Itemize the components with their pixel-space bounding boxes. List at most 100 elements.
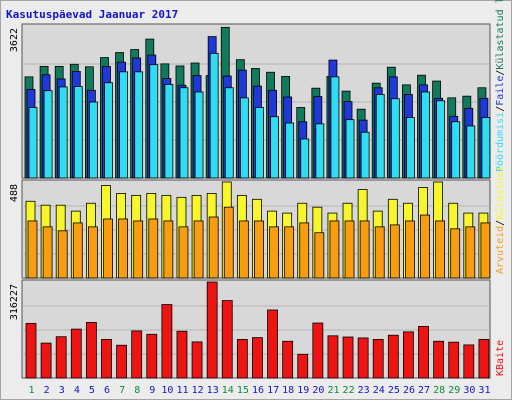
bar-hits-day-9	[149, 64, 159, 179]
bar-kbytes-day-11	[176, 330, 188, 379]
bar-hits-day-15	[239, 97, 249, 179]
bar-sites-day-29	[450, 228, 461, 279]
bar-hits-day-6	[104, 82, 113, 179]
bar-sites-day-3	[57, 230, 68, 279]
x-tick-label: 4	[74, 385, 80, 396]
bar-kbytes-day-29	[448, 341, 460, 379]
bar-kbytes-day-9	[146, 333, 158, 379]
bar-hits-day-31	[481, 117, 491, 179]
bar-hits-day-13	[209, 52, 219, 179]
bar-hits-day-1	[28, 107, 38, 179]
x-tick-label: 19	[297, 385, 309, 396]
bar-hits-day-5	[88, 101, 98, 179]
bar-sites-day-2	[42, 226, 53, 279]
bar-hits-day-30	[466, 125, 476, 179]
bar-kbytes-day-18	[282, 340, 294, 379]
bar-sites-day-11	[178, 226, 189, 279]
bar-kbytes-day-12	[191, 341, 203, 379]
bar-kbytes-day-3	[55, 336, 67, 379]
x-tick-label: 1	[29, 385, 35, 396]
bar-hits-day-8	[134, 71, 144, 179]
bar-hits-day-18	[285, 122, 295, 179]
legend: KBaite	[495, 340, 506, 376]
bar-kbytes-day-27	[418, 325, 429, 379]
x-tick-label: 30	[463, 385, 475, 396]
bar-sites-day-27	[420, 214, 430, 279]
bar-sites-day-9	[148, 218, 159, 279]
x-tick-label: 29	[448, 385, 460, 396]
x-axis-day-labels: 1 2 3 4 5 6 7 8 9 10 11 12 13 14 15 16 17 18 19 20 21 22 23 24 2…	[29, 385, 491, 396]
bar-hits-day-27	[421, 91, 430, 179]
legend-entry: Külastusi	[495, 166, 506, 220]
bar-kbytes-day-7	[116, 344, 127, 379]
bar-sites-day-31	[480, 222, 491, 279]
bar-sites-day-20	[314, 232, 325, 279]
bar-kbytes-day-23	[357, 337, 369, 379]
x-tick-label: 28	[433, 385, 445, 396]
legend-separator: /	[495, 70, 506, 76]
bar-sites-day-12	[193, 220, 204, 279]
bar-kbytes-day-25	[387, 334, 399, 379]
chart-title: Kasutuspäevad Jaanuar 2017	[6, 8, 178, 21]
bar-hits-day-14	[224, 87, 234, 179]
bar-sites-day-26	[405, 220, 415, 279]
bar-sites-day-7	[118, 218, 128, 279]
x-tick-label: 31	[478, 385, 490, 396]
bar-kbytes-day-16	[252, 337, 263, 379]
x-tick-label: 23	[358, 385, 370, 396]
bar-kbytes-day-17	[267, 309, 278, 379]
bar-kbytes-day-19	[297, 353, 309, 379]
bar-sites-day-15	[238, 220, 249, 279]
bar-sites-day-18	[284, 226, 295, 279]
x-tick-label: 9	[149, 385, 155, 396]
x-tick-label: 20	[312, 385, 324, 396]
bar-hits-day-29	[451, 121, 461, 179]
legend-separator: /	[495, 106, 506, 112]
bar-kbytes-day-20	[312, 322, 324, 379]
x-tick-label: 6	[104, 385, 110, 396]
bar-kbytes-day-10	[161, 304, 173, 379]
x-tick-label: 2	[44, 385, 50, 396]
x-tick-label: 3	[59, 385, 65, 396]
bar-hits-day-16	[255, 107, 264, 179]
bar-hits-day-12	[194, 91, 204, 179]
x-tick-label: 27	[418, 385, 430, 396]
bar-sites-day-6	[103, 218, 113, 279]
bar-sites-day-21	[329, 220, 340, 279]
bar-sites-day-1	[27, 220, 38, 279]
bar-kbytes-day-14	[221, 300, 233, 379]
x-tick-label: 7	[119, 385, 125, 396]
bar-kbytes-day-13	[206, 281, 218, 379]
bar-kbytes-day-2	[40, 342, 52, 379]
bar-sites-day-25	[389, 224, 400, 279]
bar-kbytes-day-15	[236, 339, 248, 379]
bar-hits-day-3	[58, 86, 68, 179]
bar-sites-day-17	[269, 226, 279, 279]
bar-sites-day-30	[465, 226, 476, 279]
x-tick-label: 12	[192, 385, 204, 396]
x-tick-label: 18	[282, 385, 294, 396]
x-tick-label: 15	[237, 385, 249, 396]
legend-entry: Faile	[495, 76, 506, 106]
x-tick-label: 24	[373, 385, 385, 396]
bar-hits-day-20	[315, 123, 325, 179]
x-tick-label: 5	[89, 385, 95, 396]
y-axis-max-label: 316227	[9, 284, 20, 320]
legend-entry: Arvuteid	[495, 226, 506, 274]
bar-hits-day-28	[436, 100, 446, 179]
bar-kbytes-day-6	[101, 339, 112, 379]
legend-entry: Külastatud lehti	[495, 0, 506, 70]
bar-hits-day-7	[119, 71, 128, 179]
bar-sites-day-13	[208, 216, 219, 279]
x-tick-label: 22	[343, 385, 355, 396]
y-axis-max-label: 488	[9, 184, 20, 202]
bar-kbytes-day-21	[327, 335, 339, 379]
bar-sites-day-16	[254, 220, 264, 279]
x-tick-label: 13	[207, 385, 219, 396]
legend: Pöördumisi/Faile/Külastatud lehti	[495, 0, 506, 172]
x-tick-label: 17	[267, 385, 279, 396]
bar-sites-day-24	[374, 226, 385, 279]
kbytes-panel: 316227 KBaite	[9, 279, 506, 379]
